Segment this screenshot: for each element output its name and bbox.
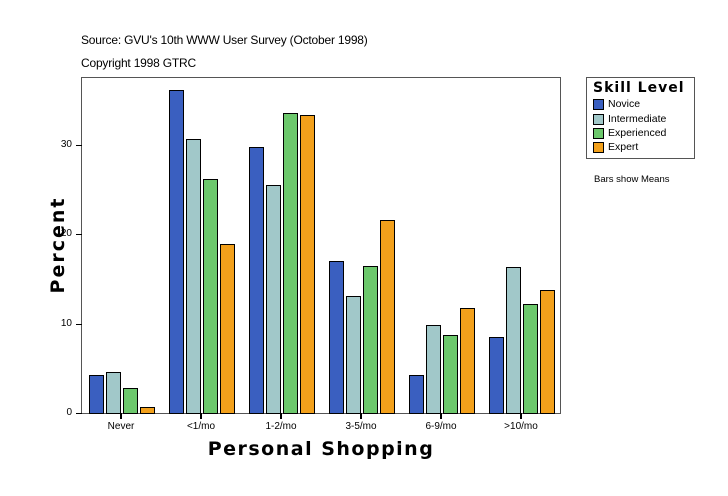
copyright-line: Copyright 1998 GTRC [81, 56, 196, 70]
x-tick-label: 1-2/mo [265, 421, 297, 432]
bar [266, 185, 281, 414]
bar [460, 308, 475, 414]
bar [346, 296, 361, 414]
y-tick [76, 145, 82, 146]
expert-swatch [593, 142, 604, 153]
x-tick [200, 413, 202, 419]
x-tick-label: <1/mo [186, 421, 216, 432]
bar [186, 139, 201, 414]
x-tick-label: >10/mo [504, 421, 538, 432]
bar [249, 147, 264, 414]
bar [89, 375, 104, 414]
y-tick-label: 0 [66, 407, 72, 418]
y-tick-label: 10 [60, 318, 72, 329]
bar [283, 113, 298, 414]
x-axis-line [81, 413, 561, 414]
y-tick [76, 324, 82, 325]
bar [300, 115, 315, 414]
bar [540, 290, 555, 414]
experienced-swatch [593, 128, 604, 139]
x-tick-label: 3-5/mo [345, 421, 377, 432]
legend-label: Expert [608, 141, 639, 153]
x-axis-title: Personal Shopping [207, 438, 435, 460]
x-tick-label: 6-9/mo [425, 421, 457, 432]
bar [220, 244, 235, 414]
x-tick-label: Never [107, 421, 135, 432]
bar [106, 372, 121, 414]
legend-title: Skill Level [593, 80, 685, 96]
source-line: Source: GVU's 10th WWW User Survey (Octo… [81, 33, 368, 47]
x-tick [440, 413, 442, 419]
legend: Skill Level Novice Intermediate Experien… [586, 77, 695, 159]
bar [140, 407, 155, 414]
x-tick [360, 413, 362, 419]
x-tick [520, 413, 522, 419]
y-tick [76, 413, 82, 414]
bar [380, 220, 395, 414]
y-tick-label: 30 [60, 139, 72, 150]
means-note: Bars show Means [594, 174, 670, 185]
x-tick [120, 413, 122, 419]
y-axis-title: Percent [47, 196, 69, 294]
bar [329, 261, 344, 414]
intermediate-swatch [593, 114, 604, 125]
bar [123, 388, 138, 414]
bar [203, 179, 218, 414]
legend-label: Intermediate [608, 113, 667, 125]
plot-area [81, 77, 561, 413]
bar [409, 375, 424, 414]
legend-label: Novice [608, 98, 641, 110]
bar [489, 337, 504, 414]
bar [443, 335, 458, 414]
bar [523, 304, 538, 414]
bar [169, 90, 184, 414]
x-tick [280, 413, 282, 419]
y-tick-label: 20 [60, 228, 72, 239]
novice-swatch [593, 99, 604, 110]
y-tick [76, 234, 82, 235]
bar [363, 266, 378, 414]
bar [426, 325, 441, 414]
bar [506, 267, 521, 414]
legend-label: Experienced [608, 127, 667, 139]
